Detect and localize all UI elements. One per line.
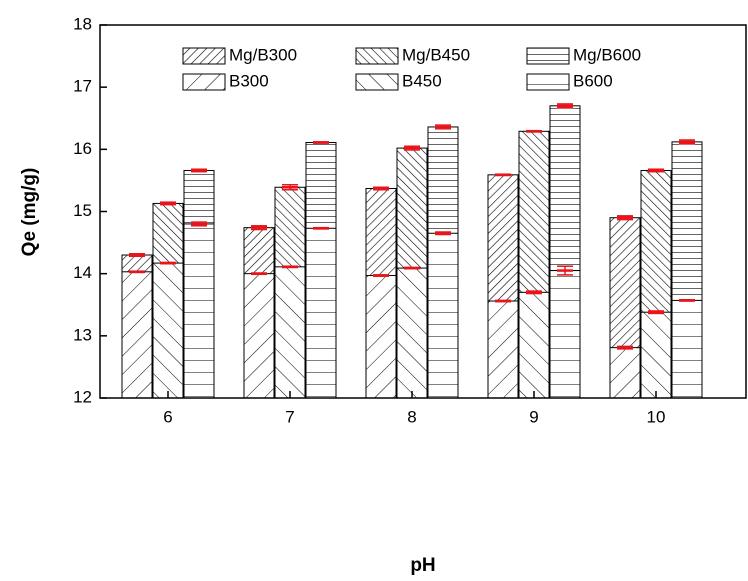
y-tick-label: 16	[73, 139, 92, 158]
bar	[518, 291, 550, 399]
legend-swatch	[526, 47, 570, 65]
legend-label: B600	[573, 71, 613, 90]
y-tick-label: 15	[73, 201, 92, 220]
legend-swatch	[355, 73, 399, 91]
error-bar	[373, 274, 389, 277]
bar	[121, 271, 153, 399]
y-axis-title: Qe (mg/g)	[19, 168, 40, 257]
error-bar	[129, 270, 145, 274]
x-tick-label: 8	[407, 407, 416, 426]
legend-swatch	[526, 73, 570, 91]
error-bar	[617, 345, 633, 350]
error-bar	[435, 231, 451, 236]
error-bar	[617, 215, 633, 221]
error-bar	[313, 141, 329, 144]
bar	[274, 266, 306, 399]
error-bar	[557, 265, 573, 276]
x-tick-label: 10	[647, 407, 666, 426]
bar	[396, 267, 428, 399]
error-bar	[557, 103, 573, 109]
error-bar	[679, 139, 695, 145]
error-bar	[251, 225, 267, 231]
legend-label: Mg/B600	[573, 45, 641, 64]
bar	[243, 273, 275, 399]
error-bar	[526, 290, 542, 295]
error-bar	[251, 272, 267, 276]
error-bar	[435, 124, 451, 130]
x-axis-title: pH	[410, 555, 435, 576]
y-tick-label: 17	[73, 77, 92, 96]
legend-label: Mg/B450	[402, 45, 470, 64]
legend-label: B300	[229, 71, 269, 90]
legend-label: B450	[402, 71, 442, 90]
error-bar	[495, 173, 511, 177]
error-bar	[495, 299, 511, 303]
error-bar	[282, 184, 298, 191]
bar	[183, 223, 215, 399]
bar	[609, 347, 641, 399]
error-bar	[404, 266, 420, 270]
error-bar	[313, 226, 329, 230]
legend-swatch	[355, 47, 399, 65]
bar	[365, 275, 397, 399]
bar	[152, 262, 184, 399]
bar	[640, 311, 672, 399]
y-tick-label: 12	[73, 387, 92, 406]
bar	[549, 270, 581, 399]
error-bar	[160, 201, 176, 206]
error-bar	[648, 168, 664, 173]
legend-label: Mg/B300	[229, 45, 297, 64]
error-bar	[191, 168, 207, 173]
x-tick-label: 7	[285, 407, 294, 426]
error-bar	[160, 261, 176, 265]
bar	[305, 227, 337, 399]
error-bar	[404, 145, 420, 151]
bar	[671, 299, 703, 399]
y-tick-label: 13	[73, 325, 92, 344]
x-tick-label: 9	[529, 407, 538, 426]
y-tick-label: 18	[73, 14, 92, 33]
legend-swatch	[182, 47, 226, 65]
error-bar	[129, 253, 145, 258]
legend-swatch	[182, 73, 226, 91]
error-bar	[648, 310, 664, 315]
error-bar	[282, 265, 298, 269]
y-tick-label: 14	[73, 263, 92, 282]
bar	[427, 232, 459, 399]
error-bar	[526, 129, 542, 133]
error-bar	[679, 299, 695, 302]
error-bar	[373, 186, 389, 191]
error-bar	[191, 221, 207, 227]
bar	[487, 300, 519, 399]
x-tick-label: 6	[163, 407, 172, 426]
